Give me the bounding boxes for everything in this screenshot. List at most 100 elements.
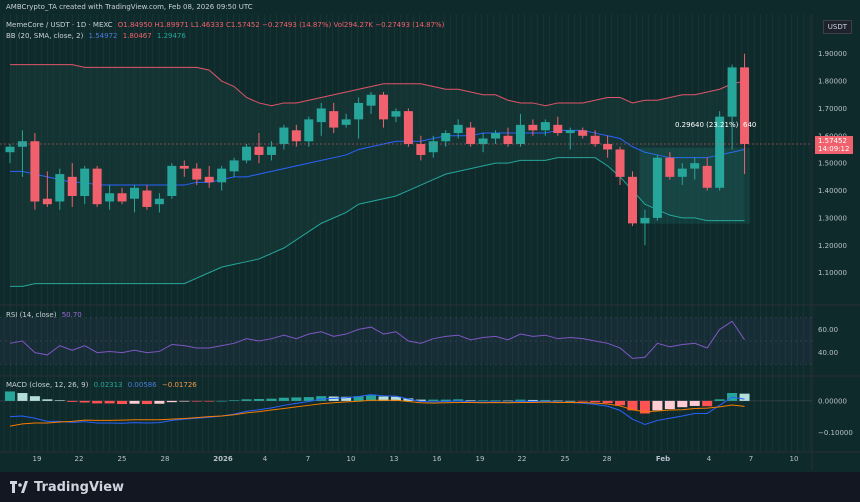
candle-body xyxy=(192,168,202,180)
macd-histogram-bar xyxy=(191,400,202,402)
bb-basis-value: 1.54972 xyxy=(88,32,118,40)
candle-body xyxy=(30,141,40,202)
candle-body xyxy=(540,122,550,131)
candle-body xyxy=(266,146,276,155)
macd-histogram-bar xyxy=(341,396,352,401)
macd-histogram-bar xyxy=(577,400,588,402)
candle-body xyxy=(466,127,476,144)
price-axis-label: 1.10000 xyxy=(818,269,847,277)
candle-body xyxy=(291,130,301,142)
candle-body xyxy=(5,146,15,153)
time-axis-label: 7 xyxy=(749,455,753,463)
macd-histogram-bar xyxy=(677,400,688,408)
macd-histogram-bar xyxy=(515,399,526,401)
last-price: 1.57452 xyxy=(818,137,847,145)
candle-body xyxy=(715,116,725,188)
rsi-legend[interactable]: RSI (14, close) 50.70 xyxy=(6,311,85,319)
macd-histogram-bar xyxy=(266,398,277,401)
macd-histogram-bar xyxy=(229,400,240,401)
candle-body xyxy=(80,168,90,196)
candle-body xyxy=(279,127,289,144)
bb-lower-line xyxy=(10,157,745,287)
macd-histogram-bar xyxy=(17,393,28,401)
candle-body xyxy=(515,124,525,144)
macd-histogram-bar xyxy=(92,400,103,404)
symbol-name[interactable]: MemeCore / USDT · 1D · MEXC xyxy=(6,21,113,29)
time-axis-label: 10 xyxy=(790,455,799,463)
macd-histogram-bar xyxy=(29,396,40,401)
candle-body xyxy=(615,149,625,177)
candle-body xyxy=(702,165,712,188)
macd-histogram-bar xyxy=(42,399,53,401)
candle-body xyxy=(727,67,737,117)
price-axis-label: 1.40000 xyxy=(818,187,847,195)
bb-legend[interactable]: BB (20, SMA, close, 2) 1.54972 1.80467 1… xyxy=(6,32,189,40)
macd-histogram-bar xyxy=(615,400,626,406)
macd-histogram-bar xyxy=(254,399,264,401)
rsi-value: 50.70 xyxy=(61,311,82,319)
macd-histogram-bar xyxy=(403,398,414,401)
time-axis-label: 25 xyxy=(118,455,127,463)
macd-histogram-bar xyxy=(552,400,563,402)
macd-histogram-bar xyxy=(390,396,401,401)
candle-body xyxy=(329,111,339,128)
candle-body xyxy=(242,146,252,161)
macd-hist-value: 0.02313 xyxy=(93,381,123,389)
macd-histogram-bar xyxy=(503,400,513,402)
macd-histogram-bar xyxy=(179,400,190,402)
watermark-text: AMBCrypto_TA created with TradingView.co… xyxy=(6,3,253,11)
candle-body xyxy=(652,157,662,218)
candle-body xyxy=(503,135,513,144)
time-axis-label: 10 xyxy=(347,455,356,463)
macd-histogram-bar xyxy=(67,400,78,402)
macd-histogram-bar xyxy=(166,400,177,403)
rsi-axis-label: 60.00 xyxy=(818,326,838,334)
candle-body xyxy=(578,130,588,136)
macd-histogram-bar xyxy=(428,399,439,401)
macd-histogram-bar xyxy=(602,400,613,404)
candle-body xyxy=(677,168,687,177)
bb-basis-line xyxy=(10,129,745,186)
time-axis-label: 22 xyxy=(75,455,84,463)
macd-histogram-bar xyxy=(378,396,389,401)
measure-suffix: 640 xyxy=(743,121,757,129)
macd-histogram-bar xyxy=(5,391,15,401)
macd-histogram-bar xyxy=(639,400,650,414)
macd-legend[interactable]: MACD (close, 12, 26, 9) 0.02313 0.00586 … xyxy=(6,381,200,389)
macd-histogram-bar xyxy=(739,393,750,401)
macd-label: MACD (close, 12, 26, 9) xyxy=(6,381,89,389)
macd-histogram-bar xyxy=(79,400,90,403)
time-axis-label: 19 xyxy=(33,455,42,463)
macd-signal-value: −0.01726 xyxy=(161,381,197,389)
macd-histogram-bar xyxy=(415,399,426,401)
macd-histogram-bar xyxy=(689,400,700,406)
macd-axis-label: −0.10000 xyxy=(818,429,853,437)
currency-tag[interactable]: USDT xyxy=(822,20,852,34)
macd-histogram-bar xyxy=(129,400,140,404)
time-axis-label: 13 xyxy=(390,455,399,463)
time-axis-label: 7 xyxy=(306,455,310,463)
price-axis-label: 1.70000 xyxy=(818,105,847,113)
candle-body xyxy=(553,124,563,134)
macd-histogram-bar xyxy=(565,400,576,402)
candle-body xyxy=(354,102,364,120)
macd-line xyxy=(9,394,745,426)
macd-histogram-bar xyxy=(590,400,601,403)
time-axis-label: 2026 xyxy=(213,455,233,463)
symbol-line: MemeCore / USDT · 1D · MEXC O1.84950 H1.… xyxy=(6,21,447,29)
tradingview-logo[interactable]: TradingView xyxy=(10,480,124,495)
macd-histogram-bar xyxy=(664,400,675,410)
candle-body xyxy=(204,176,214,183)
last-price-tag: 1.57452 14:09:12 xyxy=(815,136,853,154)
macd-histogram-bar xyxy=(154,400,165,404)
candle-body xyxy=(229,160,239,172)
candle-body xyxy=(528,124,538,131)
rsi-line xyxy=(9,320,745,359)
candle-body xyxy=(590,135,600,144)
candle-body xyxy=(67,176,77,196)
bb-upper-line xyxy=(10,64,745,107)
candle-body xyxy=(217,168,227,183)
candle-body xyxy=(379,94,388,120)
